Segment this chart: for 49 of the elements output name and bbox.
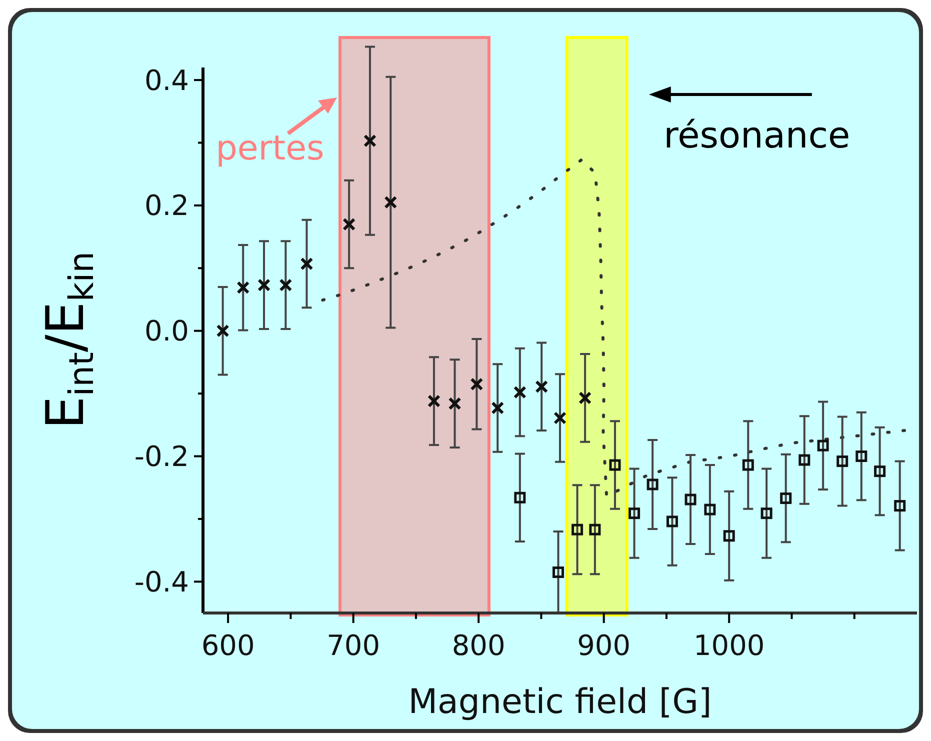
point (535, 380, 548, 394)
band-label: résonance (664, 116, 850, 156)
point (300, 257, 314, 270)
x-tick-label: 1000 (693, 629, 765, 662)
point (448, 397, 462, 410)
x-tick-label: 900 (577, 629, 631, 662)
point (704, 504, 716, 516)
point (589, 524, 601, 536)
point (279, 278, 292, 292)
point (491, 401, 504, 414)
point (856, 450, 868, 462)
y-tick-label: 0.4 (144, 64, 189, 97)
point (216, 324, 230, 338)
x-tick-label: 800 (452, 629, 506, 662)
point (552, 566, 564, 578)
y-tick-label: 0.0 (144, 314, 189, 348)
point (514, 492, 526, 504)
point (572, 524, 584, 536)
point (798, 454, 810, 466)
point (817, 440, 829, 452)
point (760, 508, 772, 520)
point (666, 516, 678, 528)
point (554, 412, 566, 424)
point (427, 394, 440, 408)
point (836, 456, 848, 468)
point (646, 478, 658, 490)
x-tick-label: 700 (326, 629, 380, 662)
point (384, 196, 398, 209)
point (236, 281, 250, 294)
y-tick-label: -0.2 (134, 440, 189, 474)
point (684, 494, 696, 506)
point (258, 278, 271, 292)
y-tick-label: -0.4 (134, 565, 189, 598)
point (780, 492, 792, 504)
x-tick-label: 600 (201, 629, 255, 662)
band-label: pertes (216, 128, 324, 168)
point (363, 134, 376, 148)
y-tick-label: 0.2 (144, 189, 189, 222)
point (742, 459, 754, 471)
point (874, 466, 886, 478)
point (578, 391, 592, 404)
point (470, 378, 484, 391)
point (723, 530, 735, 542)
point (628, 508, 640, 520)
point (513, 386, 526, 399)
x-axis-title: Magnetic field [G] (408, 682, 712, 722)
point (342, 218, 356, 231)
point (894, 500, 906, 512)
point (609, 459, 621, 471)
